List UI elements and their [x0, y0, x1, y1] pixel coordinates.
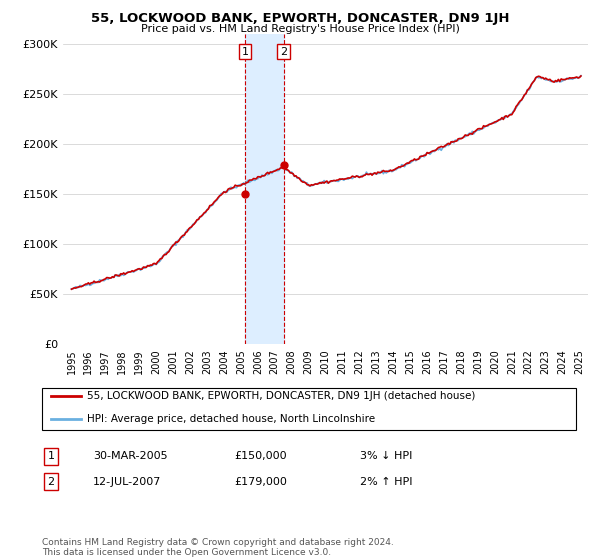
Text: HPI: Average price, detached house, North Lincolnshire: HPI: Average price, detached house, Nort… — [87, 414, 375, 424]
Text: 1: 1 — [47, 451, 55, 461]
Text: Contains HM Land Registry data © Crown copyright and database right 2024.
This d: Contains HM Land Registry data © Crown c… — [42, 538, 394, 557]
Text: 2: 2 — [280, 46, 287, 57]
Text: 55, LOCKWOOD BANK, EPWORTH, DONCASTER, DN9 1JH (detached house): 55, LOCKWOOD BANK, EPWORTH, DONCASTER, D… — [87, 391, 475, 402]
Text: 1: 1 — [242, 46, 248, 57]
Text: 30-MAR-2005: 30-MAR-2005 — [93, 451, 167, 461]
Text: Price paid vs. HM Land Registry's House Price Index (HPI): Price paid vs. HM Land Registry's House … — [140, 24, 460, 34]
Text: £179,000: £179,000 — [234, 477, 287, 487]
Text: 2: 2 — [47, 477, 55, 487]
Bar — [245, 34, 284, 344]
Text: 3% ↓ HPI: 3% ↓ HPI — [360, 451, 412, 461]
Text: 55, LOCKWOOD BANK, EPWORTH, DONCASTER, DN9 1JH: 55, LOCKWOOD BANK, EPWORTH, DONCASTER, D… — [91, 12, 509, 25]
Text: 2% ↑ HPI: 2% ↑ HPI — [360, 477, 413, 487]
Text: £150,000: £150,000 — [234, 451, 287, 461]
Text: 12-JUL-2007: 12-JUL-2007 — [93, 477, 161, 487]
